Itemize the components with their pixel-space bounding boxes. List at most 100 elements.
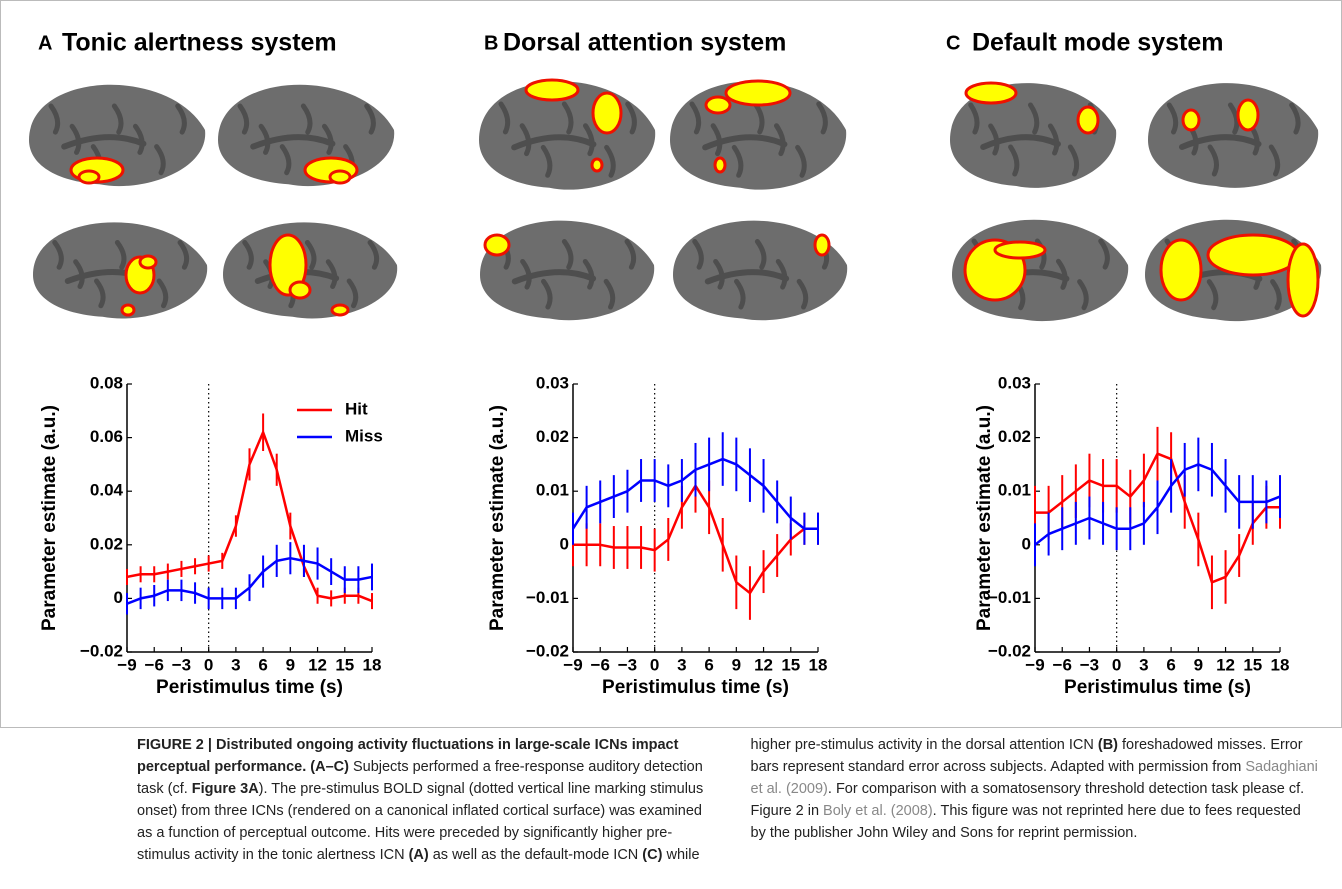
- x-tick-label: −6: [591, 655, 610, 674]
- y-tick-label: −0.02: [80, 641, 123, 660]
- sulcus: [498, 101, 511, 135]
- x-tick-label: −6: [145, 655, 164, 674]
- sulcus: [61, 134, 147, 150]
- sulcus: [114, 240, 127, 270]
- y-tick-label: −0.01: [526, 588, 569, 607]
- brain-surface: [1148, 83, 1319, 188]
- activation: [964, 81, 1018, 105]
- sulcus: [242, 240, 254, 270]
- sulcus: [541, 278, 553, 310]
- activation: [288, 280, 312, 300]
- sulcus: [1166, 102, 1179, 135]
- caption-normal: foreshadowed misses. Error bars represen…: [750, 737, 1303, 775]
- caption-link[interactable]: Boly et al. (2008): [823, 803, 933, 819]
- activation: [77, 169, 101, 185]
- brain-surface: [1145, 219, 1322, 322]
- x-tick-label: 6: [1166, 655, 1175, 674]
- sulcus: [1008, 144, 1020, 177]
- sulcus: [94, 278, 106, 309]
- x-tick-label: 9: [286, 655, 295, 674]
- frame: [0, 0, 1342, 728]
- y-axis-label: Parameter estimate (a.u.): [487, 405, 508, 631]
- caption-link[interactable]: Sadaghiani et al. (2009): [750, 759, 1318, 797]
- sulcus: [154, 144, 166, 176]
- x-tick-label: 15: [1243, 655, 1262, 674]
- activation: [1236, 98, 1260, 132]
- x-tick-label: 3: [677, 655, 686, 674]
- sulcus: [346, 278, 359, 309]
- sulcus: [795, 144, 807, 178]
- activation: [268, 233, 308, 297]
- sulcus: [279, 144, 292, 176]
- sulcus: [702, 134, 788, 151]
- sulcus: [177, 240, 190, 270]
- y-tick-label: 0.02: [998, 427, 1031, 446]
- caption-bold: FIGURE 2 | Distributed ongoing activity …: [137, 737, 679, 775]
- sulcus: [796, 278, 809, 310]
- sulcus: [561, 239, 574, 270]
- sulcus: [816, 101, 828, 135]
- sulcus: [692, 239, 704, 270]
- x-tick-label: 18: [1271, 655, 1290, 674]
- sulcus: [300, 103, 313, 135]
- sulcus: [1270, 279, 1282, 311]
- activation: [1159, 238, 1203, 302]
- brain-surface: [480, 220, 655, 321]
- sulcus: [250, 134, 336, 150]
- sulcus: [1179, 134, 1262, 150]
- sulcus: [689, 101, 702, 135]
- sulcus: [1077, 279, 1089, 311]
- activation: [1286, 242, 1320, 318]
- sulcus: [1098, 238, 1110, 270]
- caption: FIGURE 2 | Distributed ongoing activity …: [137, 734, 1320, 866]
- legend-label: Miss: [345, 426, 383, 445]
- x-tick-label: −3: [172, 655, 191, 674]
- brain-surface: [950, 81, 1117, 188]
- sulcus: [156, 278, 169, 309]
- sulcus: [1227, 102, 1240, 135]
- panel-title: Tonic alertness system: [62, 29, 337, 57]
- x-tick-label: 12: [754, 655, 773, 674]
- y-tick-label: 0.02: [536, 427, 569, 446]
- y-tick-label: 0.01: [536, 481, 569, 500]
- sulcus: [367, 240, 380, 270]
- brain-surface: [223, 222, 398, 319]
- x-tick-label: 6: [258, 655, 267, 674]
- y-tick-label: 0.03: [998, 373, 1031, 392]
- sulcus: [561, 101, 574, 135]
- y-tick-label: −0.02: [988, 641, 1031, 660]
- caption-normal: . This figure was not reprinted here due…: [750, 803, 1301, 841]
- y-tick-label: 0.06: [90, 427, 123, 446]
- sulcus: [111, 103, 124, 135]
- brain-surface: [479, 78, 656, 190]
- y-tick-label: 0.03: [536, 373, 569, 392]
- caption-bold: (B): [1097, 737, 1118, 753]
- sulcus: [175, 103, 187, 135]
- panel-title: Dorsal attention system: [503, 29, 786, 57]
- activation: [813, 233, 831, 257]
- x-tick-label: 18: [809, 655, 828, 674]
- sulcus: [511, 269, 597, 285]
- sulcus: [734, 278, 746, 310]
- panel-letter: B: [484, 32, 498, 54]
- figure: A Tonic alertness system −0.02 0 0.02 0.04 0.0…: [0, 0, 1342, 728]
- y-tick-label: 0: [1022, 534, 1031, 553]
- x-tick-label: 0: [650, 655, 659, 674]
- x-tick-label: −3: [618, 655, 637, 674]
- caption-normal: while higher pre-stimulus activity in th…: [662, 737, 1098, 863]
- panel-letter: A: [38, 32, 52, 54]
- x-tick-label: 6: [704, 655, 713, 674]
- sulcus: [754, 239, 767, 270]
- brain-surface: [218, 84, 395, 187]
- x-tick-label: 12: [308, 655, 327, 674]
- sulcus: [48, 103, 61, 135]
- panel-letter: C: [946, 32, 960, 54]
- x-tick-label: 0: [1112, 655, 1121, 674]
- activation: [993, 240, 1047, 260]
- caption-normal: ). The pre-stimulus BOLD signal (dotted …: [137, 781, 704, 863]
- x-tick-label: 3: [231, 655, 240, 674]
- y-tick-label: 0.08: [90, 373, 123, 392]
- caption-normal: as well as the default-mode ICN: [428, 847, 643, 863]
- panel-title: Default mode system: [972, 29, 1223, 57]
- x-tick-label: 0: [204, 655, 213, 674]
